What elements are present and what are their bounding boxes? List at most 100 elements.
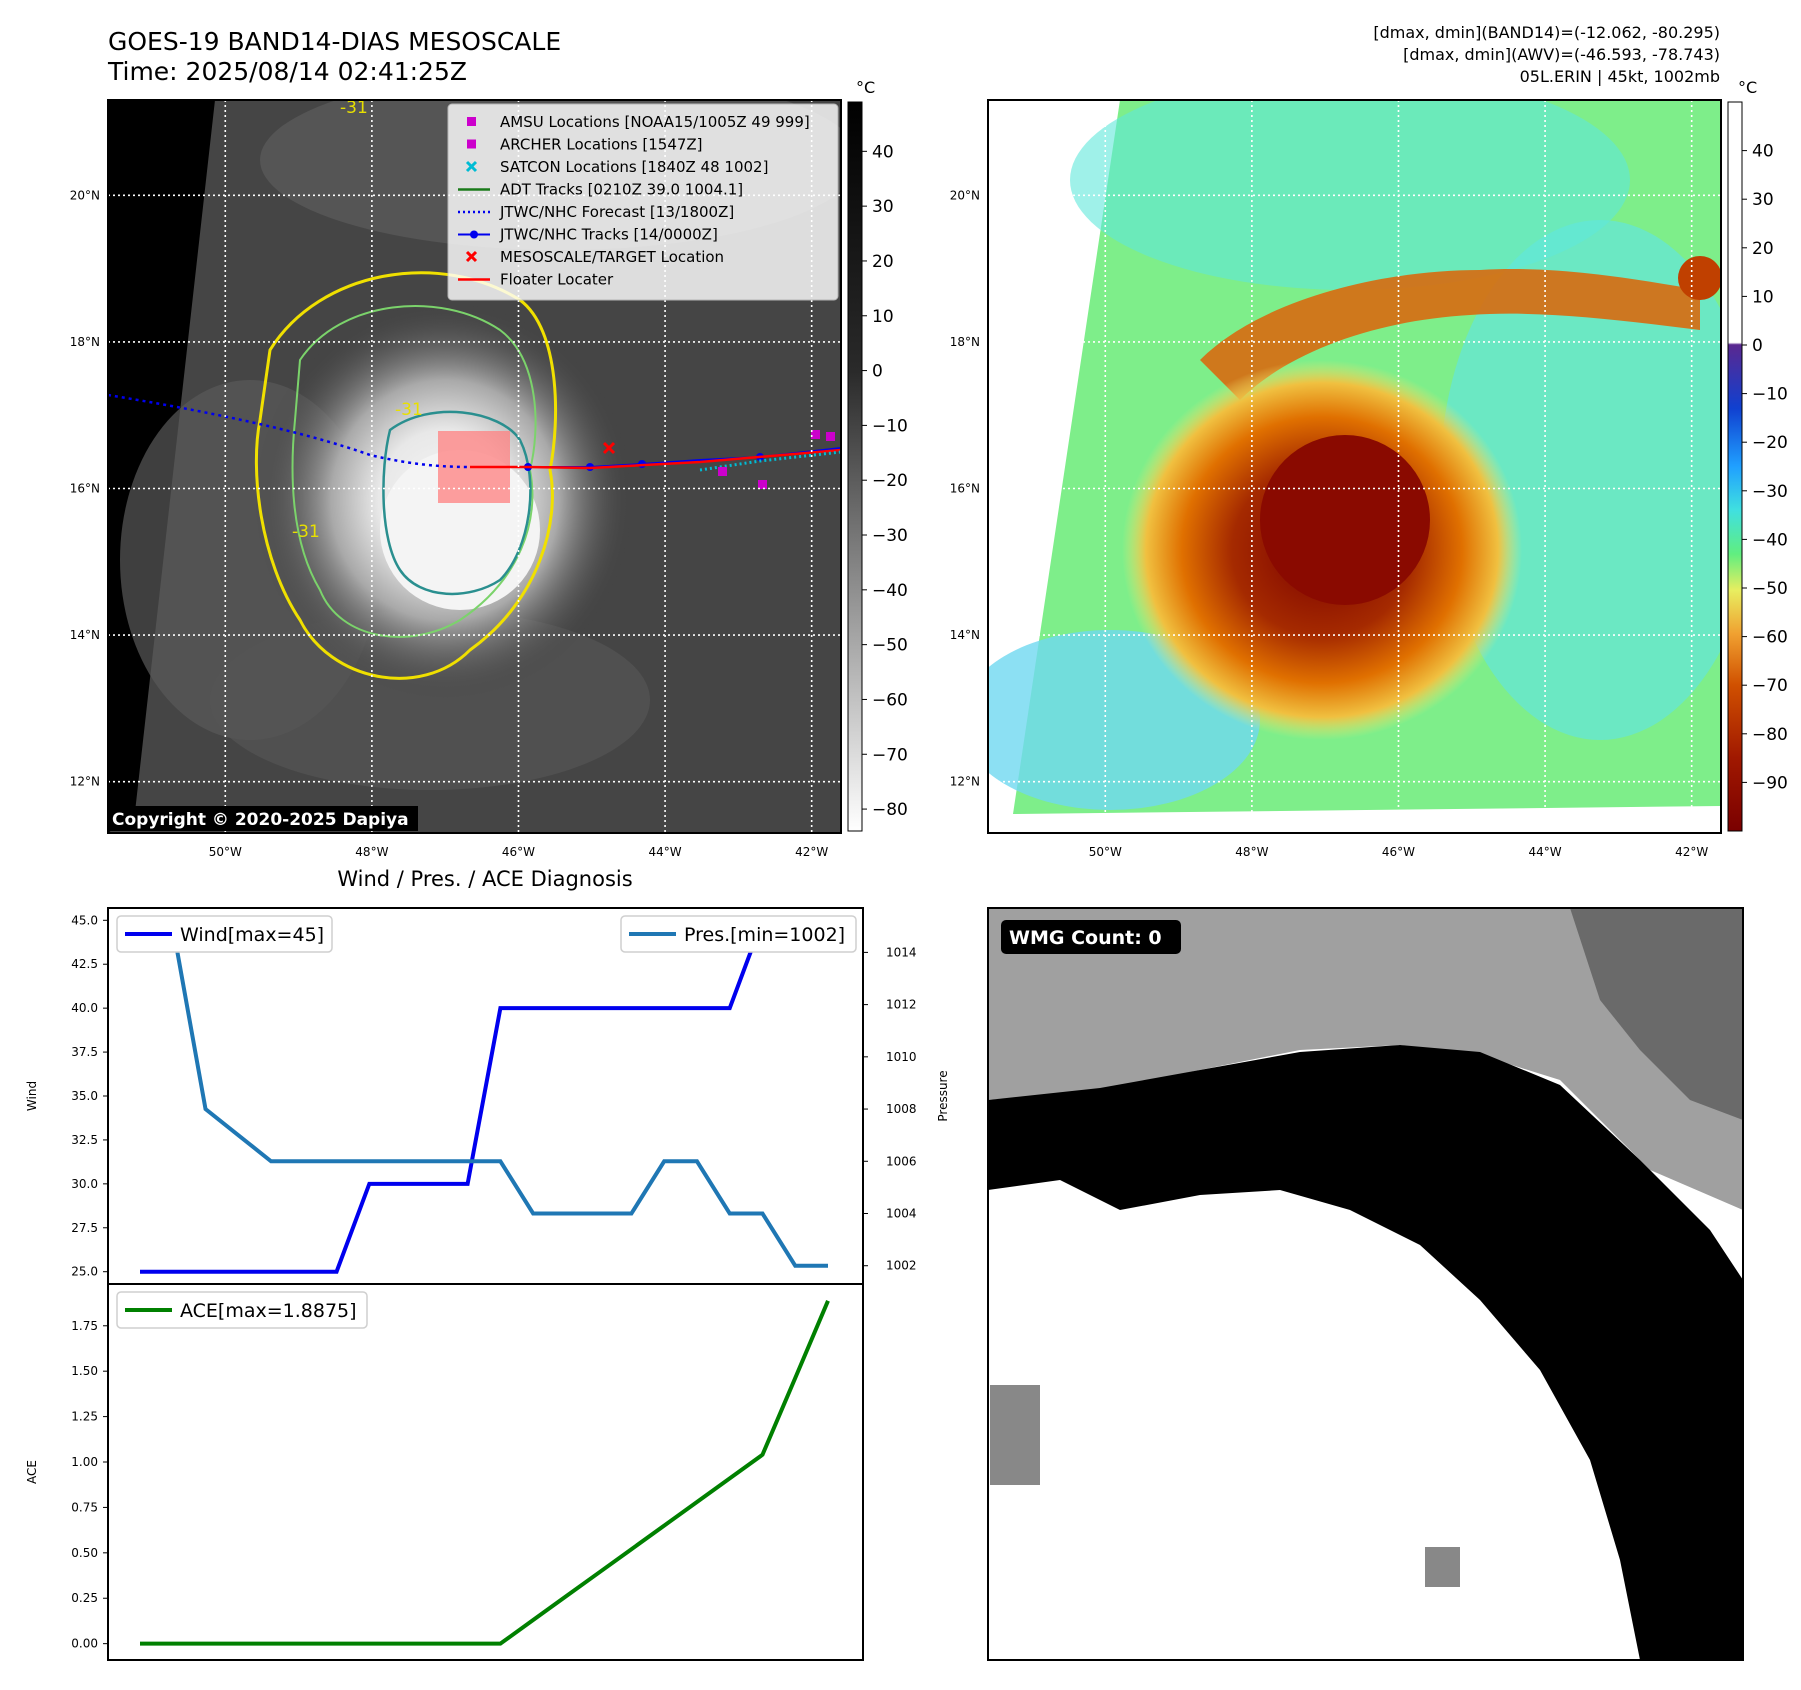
wmg-gray-patch-west xyxy=(990,1385,1040,1485)
ace-ytick-label: 0.25 xyxy=(71,1591,98,1605)
map2-lon-label: 42°W xyxy=(1675,845,1708,859)
pressure-ytick-label: 1014 xyxy=(886,945,917,959)
wind-ytick-label: 30.0 xyxy=(71,1177,98,1191)
colorbar-tick-label: −70 xyxy=(1752,676,1788,696)
legend-entry-label: JTWC/NHC Tracks [14/0000Z] xyxy=(499,226,718,244)
map1-lon-label: 48°W xyxy=(355,845,388,859)
color-colorbar: °C 40 30 20 10 0 −10 −20 −30 −40 −50 −60 −70 −80 −90 xyxy=(1727,78,1788,832)
legend-entry: AMSU Locations [NOAA15/1005Z 49 999] xyxy=(467,113,810,131)
wind-ytick-label: 27.5 xyxy=(71,1221,98,1235)
colorbar-tick-label: −50 xyxy=(872,636,908,656)
legend-entry-label: Floater Locater xyxy=(500,271,614,289)
colorbar-tick-label: −40 xyxy=(872,581,908,601)
colorbar-tick-label: 30 xyxy=(872,197,894,217)
wind-ytick-label: 42.5 xyxy=(71,957,98,971)
wmg-label-box xyxy=(1001,920,1181,954)
legend-entry: MESOSCALE/TARGET Location xyxy=(465,248,724,266)
map1-lon-label: 50°W xyxy=(209,845,242,859)
wmg-gray-region xyxy=(988,908,1743,1210)
cold-band-north xyxy=(1200,269,1700,400)
colorbar-tick-label: −30 xyxy=(872,526,908,546)
cyan-region-north xyxy=(1070,100,1630,290)
wind-ytick-label: 25.0 xyxy=(71,1265,98,1279)
colorbar-tick-label: 10 xyxy=(1752,287,1774,307)
colorbar-tick-label: −90 xyxy=(1752,773,1788,793)
storm-inner-core xyxy=(1260,435,1430,605)
map2-lat-label: 16°N xyxy=(950,481,980,495)
wind-pressure-chart: 45.0 42.5 40.0 37.5 35.0 32.5 30.0 27.5 25.0 1014… xyxy=(25,907,950,1285)
contour-label: -31 xyxy=(395,400,423,420)
legend-entry-label: MESOSCALE/TARGET Location xyxy=(500,248,724,266)
pressure-legend-label: Pres.[min=1002] xyxy=(684,924,845,946)
legend-square-marker xyxy=(467,139,476,149)
band14-range: [dmax, dmin](BAND14)=(-12.062, -80.295) xyxy=(1373,23,1720,42)
copyright-box xyxy=(108,806,418,831)
colorbar-tick-label: −30 xyxy=(1752,482,1788,502)
pressure-ytick-label: 1008 xyxy=(886,1102,917,1116)
contour-teal xyxy=(382,410,532,596)
map2-lat-label: 20°N xyxy=(950,188,980,202)
map1-lat-label: 20°N xyxy=(70,188,100,202)
map2-lon-label: 44°W xyxy=(1529,845,1562,859)
mesoscale-target-marker xyxy=(602,441,616,455)
ace-legend: ACE[max=1.8875] xyxy=(116,1291,368,1329)
gray-colorbar-unit: °C xyxy=(856,78,875,97)
map1-lon-label: 44°W xyxy=(649,845,682,859)
wind-ytick-label: 37.5 xyxy=(71,1045,98,1059)
ace-chart: 1.75 1.50 1.25 1.00 0.75 0.50 0.25 0.00 ACE ACE… xyxy=(25,1283,864,1661)
map1-lat-label: 18°N xyxy=(70,335,100,349)
figure-title: GOES-19 BAND14-DIAS MESOSCALE xyxy=(108,27,561,56)
wmg-panel: WMG Count: 0 xyxy=(987,907,1744,1661)
amsu-archer-markers xyxy=(718,430,835,489)
ir-color-map: 20°N 18°N 16°N 14°N 12°N 50°W 48°W 46°W 44°W 42°W xyxy=(950,99,1722,859)
map2-lon-label: 46°W xyxy=(1382,845,1415,859)
colorbar-tick-label: −50 xyxy=(1752,579,1788,599)
figure-time: Time: 2025/08/14 02:41:25Z xyxy=(107,57,467,86)
storm-info: 05L.ERIN | 45kt, 1002mb xyxy=(1520,67,1720,86)
colorbar-tick-label: −10 xyxy=(872,416,908,436)
gray-colorbar: °C 40 30 20 10 0 −10 −20 −30 −40 −50 −60 −70 −80 xyxy=(847,78,908,832)
pressure-ylabel: Pressure xyxy=(936,1070,950,1121)
ace-ylabel: ACE xyxy=(25,1460,39,1484)
wind-ytick-label: 45.0 xyxy=(71,913,98,927)
pressure-ytick-label: 1002 xyxy=(886,1259,917,1273)
colorbar-tick-label: 10 xyxy=(872,307,894,327)
wmg-frame xyxy=(987,907,1744,1661)
legend-entry: ADT Tracks [0210Z 39.0 1004.1] xyxy=(458,181,743,199)
colorbar-tick-label: 40 xyxy=(1752,142,1774,162)
contour-label-north: -31 xyxy=(340,98,368,118)
map2-tick-labels: 20°N 18°N 16°N 14°N 12°N 50°W 48°W 46°W 44°W 42°W xyxy=(950,188,1709,859)
colorbar-tick-label: −10 xyxy=(1752,385,1788,405)
pressure-ytick-label: 1012 xyxy=(886,998,917,1012)
pressure-ytick-label: 1010 xyxy=(886,1050,917,1064)
map2-frame xyxy=(987,99,1722,834)
wind-ylabel: Wind xyxy=(25,1081,39,1111)
ace-series-line xyxy=(140,1300,830,1646)
pressure-series-line xyxy=(140,924,828,1268)
floater-locater-track xyxy=(470,448,841,470)
colorbar-tick-label: −20 xyxy=(872,471,908,491)
map1-lon-label: 46°W xyxy=(502,845,535,859)
legend-x-marker xyxy=(465,160,478,173)
wind-series-line xyxy=(140,918,828,1274)
contour-label-west: -31 xyxy=(292,522,320,542)
legend-entry: ARCHER Locations [1547Z] xyxy=(467,136,703,154)
jtwc-forecast-track xyxy=(108,393,471,469)
map1-gridlines xyxy=(108,100,841,833)
legend-entry: JTWC/NHC Tracks [14/0000Z] xyxy=(458,226,718,244)
awv-range: [dmax, dmin](AWV)=(-46.593, -78.743) xyxy=(1403,45,1720,64)
ace-ytick-label: 0.00 xyxy=(71,1637,98,1651)
color-colorbar-unit: °C xyxy=(1738,78,1757,97)
colorbar-tick-label: −80 xyxy=(1752,725,1788,745)
gray-colorbar-fill xyxy=(847,101,863,832)
map1-tick-labels: 20°N 18°N 16°N 14°N 12°N 50°W 48°W 46°W 44°W 42°W xyxy=(70,188,829,859)
colorbar-tick-label: 20 xyxy=(872,252,894,272)
wmg-count-label: WMG Count: 0 xyxy=(1009,927,1162,949)
legend-entry-label: ARCHER Locations [1547Z] xyxy=(500,136,703,154)
ace-ytick-label: 1.50 xyxy=(71,1364,98,1378)
wmg-black-band xyxy=(988,1045,1743,1660)
copyright-text: Copyright © 2020-2025 Dapiya xyxy=(112,810,409,830)
map2-lat-label: 18°N xyxy=(950,335,980,349)
map2-lon-label: 50°W xyxy=(1089,845,1122,859)
